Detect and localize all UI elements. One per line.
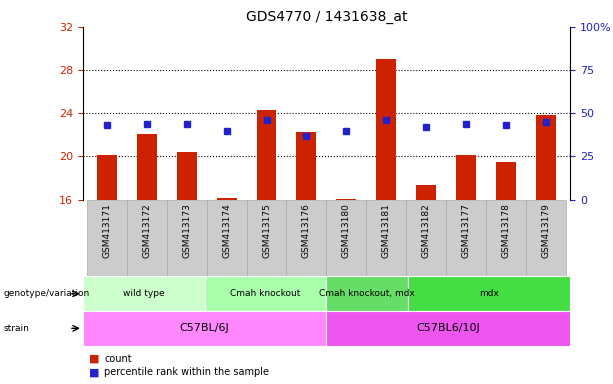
Bar [526,200,566,276]
Title: GDS4770 / 1431638_at: GDS4770 / 1431638_at [246,10,407,25]
Bar [246,200,286,276]
Bar [326,276,408,311]
Text: ■: ■ [89,367,99,377]
Bar [408,276,570,311]
Text: GSM413172: GSM413172 [142,204,151,258]
Bar [87,200,127,276]
Bar [137,134,157,200]
Bar [446,200,486,276]
Text: GSM413182: GSM413182 [422,204,431,258]
Bar [486,200,526,276]
Text: Cmah knockout: Cmah knockout [230,289,301,298]
Text: strain: strain [3,324,29,333]
Text: wild type: wild type [123,289,164,298]
Text: GSM413179: GSM413179 [542,204,550,258]
Text: C57BL/6J: C57BL/6J [180,323,229,333]
Bar [376,59,397,200]
Bar [297,132,316,200]
Text: GSM413181: GSM413181 [382,204,391,258]
Text: count: count [104,354,132,364]
Text: mdx: mdx [479,289,499,298]
Bar [367,200,406,276]
Bar [406,200,446,276]
Bar [83,311,326,346]
Text: GSM413176: GSM413176 [302,204,311,258]
Bar [167,200,207,276]
Bar [337,199,356,200]
Bar [83,276,205,311]
Text: GSM413180: GSM413180 [342,204,351,258]
Text: GSM413178: GSM413178 [501,204,511,258]
Bar [326,311,570,346]
Text: GSM413177: GSM413177 [462,204,471,258]
Bar [256,110,276,200]
Text: GSM413173: GSM413173 [182,204,191,258]
Bar [456,156,476,200]
Text: GSM413171: GSM413171 [102,204,111,258]
Bar [127,200,167,276]
Bar [207,200,246,276]
Bar [216,197,237,200]
Bar [416,185,436,200]
Text: GSM413174: GSM413174 [222,204,231,258]
Bar [536,116,556,200]
Text: percentile rank within the sample: percentile rank within the sample [104,367,269,377]
Bar [205,276,327,311]
Text: genotype/variation: genotype/variation [3,289,89,298]
Bar [286,200,326,276]
Text: Cmah knockout, mdx: Cmah knockout, mdx [319,289,415,298]
Bar [177,152,197,200]
Bar [496,162,516,200]
Bar [327,200,367,276]
Text: ■: ■ [89,354,99,364]
Text: C57BL6/10J: C57BL6/10J [416,323,480,333]
Text: GSM413175: GSM413175 [262,204,271,258]
Bar [97,156,116,200]
